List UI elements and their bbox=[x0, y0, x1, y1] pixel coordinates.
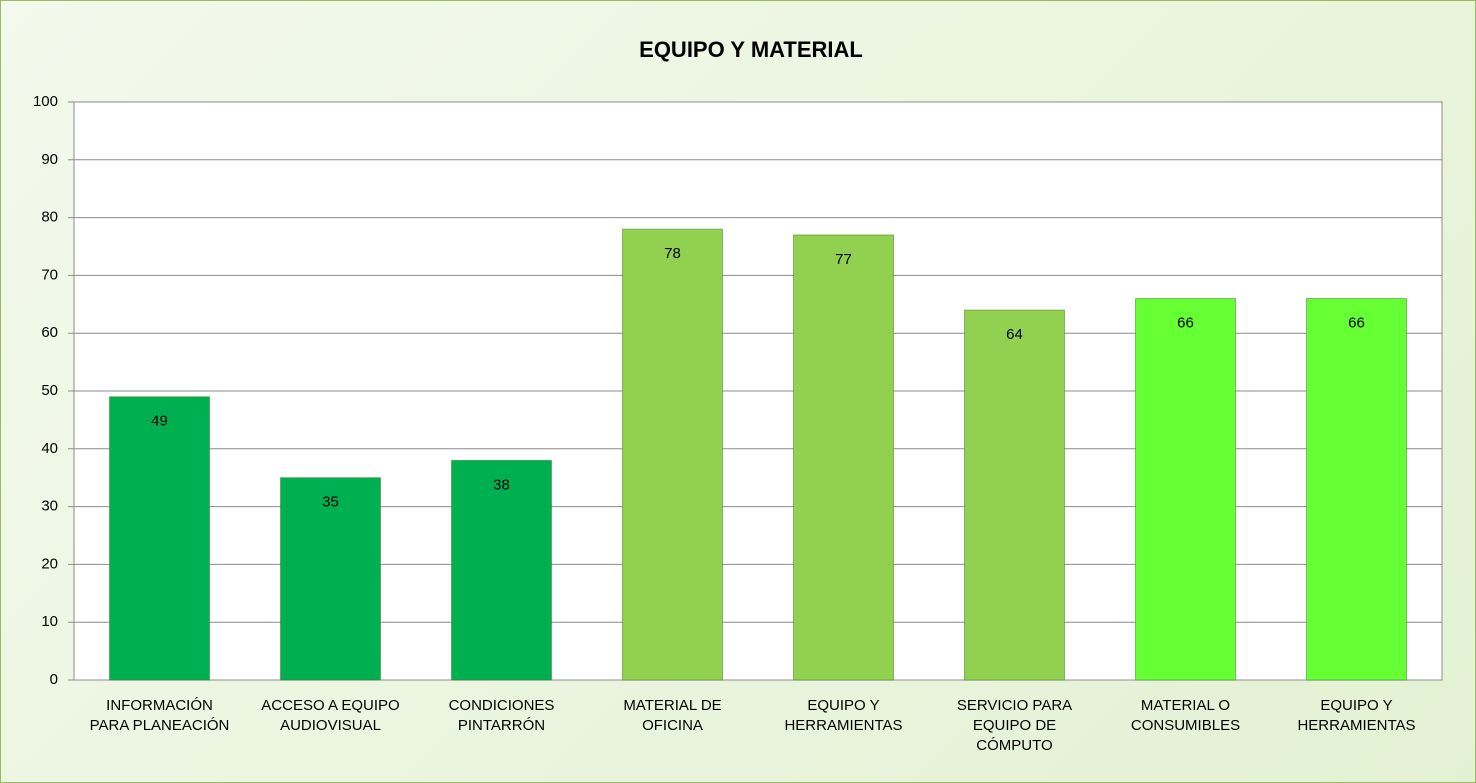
bar bbox=[280, 477, 381, 681]
value-label: 64 bbox=[1006, 326, 1023, 343]
x-tick-label: MATERIAL DE OFICINA bbox=[623, 697, 722, 734]
value-label: 38 bbox=[493, 476, 510, 493]
value-label: 49 bbox=[151, 413, 168, 430]
y-tick-label: 100 bbox=[33, 93, 58, 110]
bar bbox=[451, 459, 552, 681]
value-label: 66 bbox=[1177, 314, 1194, 331]
x-tick-label: CONDICIONES PINTARRÓN bbox=[448, 697, 555, 734]
y-tick-label: 20 bbox=[41, 555, 58, 572]
bar bbox=[1306, 298, 1407, 681]
x-tick-label: INFORMACIÓN PARA PLANEACIÓN bbox=[89, 697, 230, 734]
x-tick-label: EQUIPO Y HERRAMIENTAS bbox=[1297, 697, 1416, 734]
bar bbox=[793, 234, 894, 681]
chart-title: EQUIPO Y MATERIAL bbox=[639, 37, 863, 62]
y-tick-label: 80 bbox=[41, 209, 58, 226]
y-tick-label: 0 bbox=[50, 671, 58, 688]
value-label: 77 bbox=[835, 251, 852, 268]
value-label: 78 bbox=[664, 245, 681, 262]
y-tick-label: 10 bbox=[41, 613, 58, 630]
y-tick-label: 30 bbox=[41, 498, 58, 515]
plot-border bbox=[73, 101, 1443, 681]
bar bbox=[622, 228, 723, 681]
bar bbox=[1135, 298, 1236, 681]
y-tick-label: 70 bbox=[41, 266, 58, 283]
value-label: 35 bbox=[322, 494, 339, 511]
x-tick-label: SERVICIO PARA EQUIPO DE CÓMPUTO bbox=[956, 697, 1073, 754]
x-tick-label: ACCESO A EQUIPO AUDIOVISUAL bbox=[261, 697, 400, 734]
y-tick-label: 50 bbox=[41, 382, 58, 399]
y-tick-label: 90 bbox=[41, 151, 58, 168]
x-tick-label: MATERIAL O CONSUMIBLES bbox=[1130, 697, 1241, 734]
y-tick-label: 40 bbox=[41, 440, 58, 457]
bar bbox=[109, 396, 210, 681]
bar bbox=[964, 309, 1065, 681]
y-tick-label: 60 bbox=[41, 324, 58, 341]
value-label: 66 bbox=[1348, 314, 1365, 331]
x-tick-label: EQUIPO Y HERRAMIENTAS bbox=[784, 697, 903, 734]
